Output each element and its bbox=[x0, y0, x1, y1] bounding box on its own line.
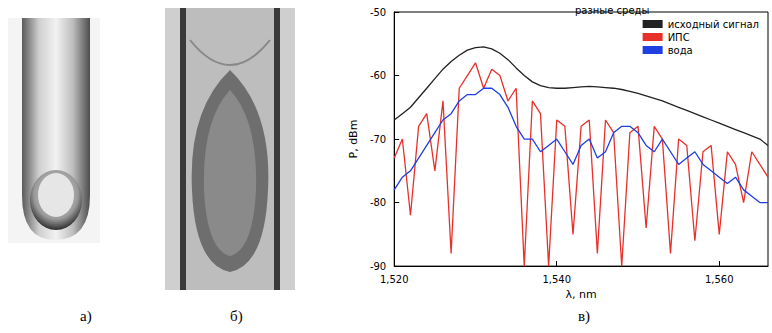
svg-text:1,540: 1,540 bbox=[542, 274, 571, 285]
html-text:б): б) bbox=[230, 308, 243, 324]
svg-text:1,560: 1,560 bbox=[705, 274, 734, 285]
svg-text:-90: -90 bbox=[370, 261, 386, 272]
svg-text:P, dBm: P, dBm bbox=[347, 120, 360, 159]
svg-text:разные среды: разные среды bbox=[575, 5, 649, 16]
html-text:в): в) bbox=[578, 308, 591, 324]
svg-text:-70: -70 bbox=[370, 134, 386, 145]
html-text:а): а) bbox=[80, 308, 92, 324]
svg-text:исходный сигнал: исходный сигнал bbox=[668, 19, 759, 30]
svg-text:вода: вода bbox=[668, 45, 693, 56]
svg-text:-60: -60 bbox=[370, 70, 386, 81]
svg-text:-50: -50 bbox=[370, 7, 386, 18]
svg-text:ИПС: ИПС bbox=[668, 32, 690, 43]
svg-text:1,520: 1,520 bbox=[380, 274, 409, 285]
svg-text:-80: -80 bbox=[370, 197, 386, 208]
svg-text:λ, nm: λ, nm bbox=[566, 288, 597, 301]
